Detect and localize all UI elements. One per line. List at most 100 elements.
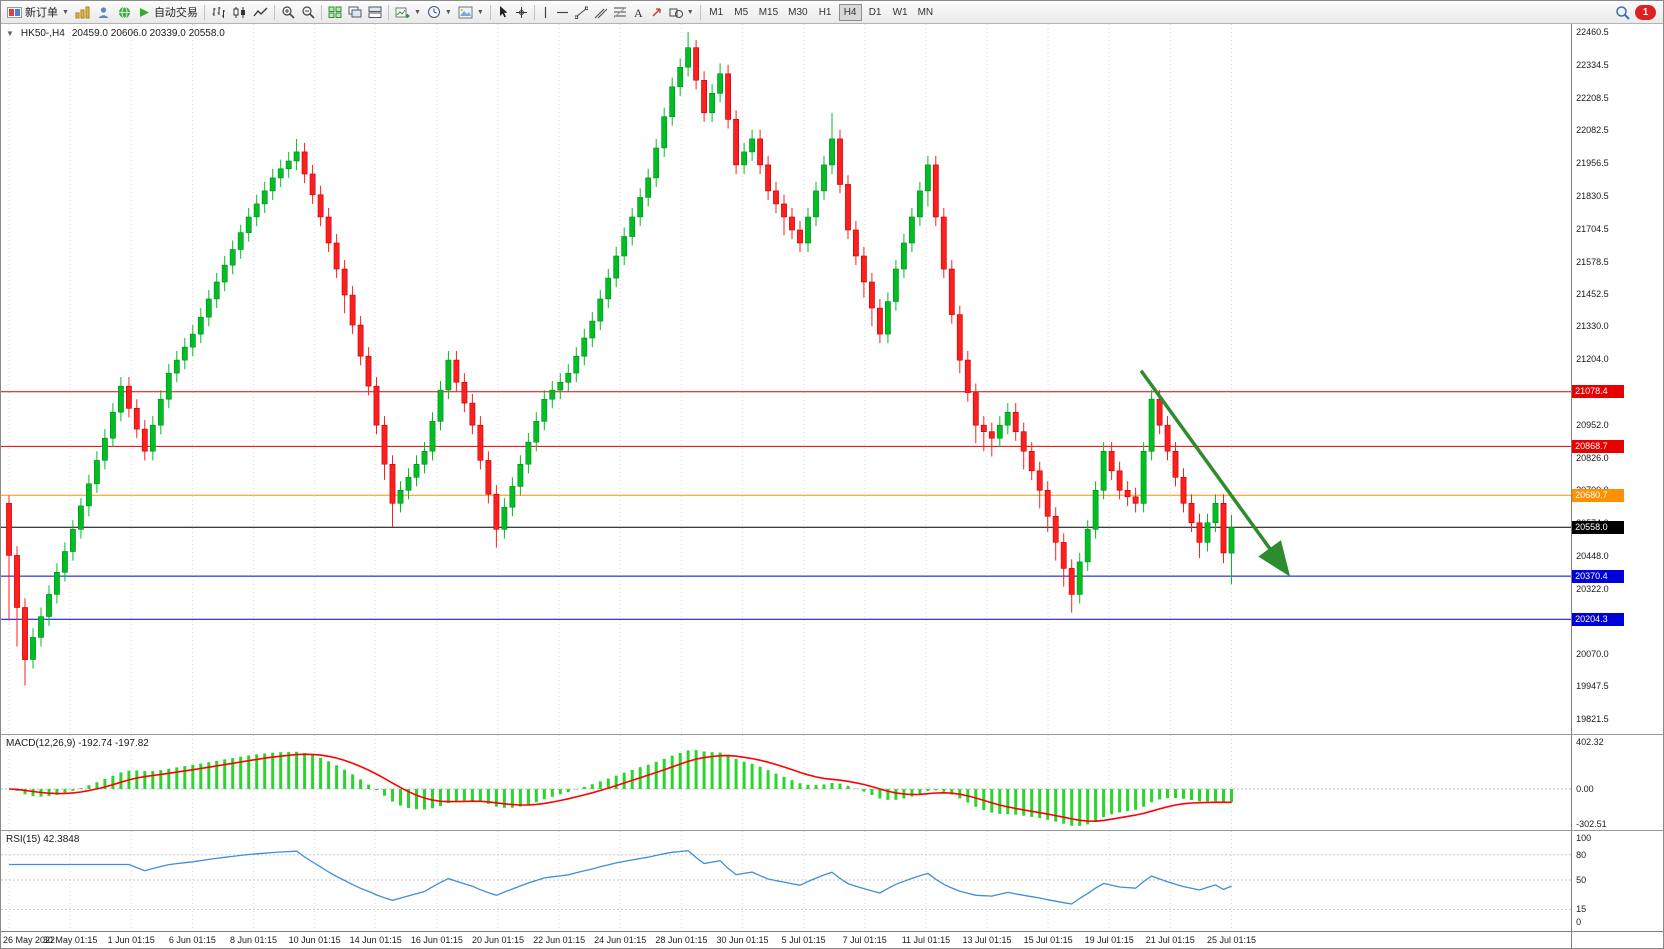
price-tick-label: 21204.0	[1576, 354, 1609, 365]
timeframe-D1[interactable]: D1	[864, 4, 887, 21]
time-axis-bar: 26 May 2022 30 May 01:15 1 Jun 01:15 6 Jun …	[1, 931, 1663, 948]
arrow-objects-icon	[652, 7, 661, 16]
rsi-line	[9, 850, 1232, 905]
template-icon	[458, 6, 473, 18]
timeframe-toolbar: M1 M5 M15 M30 H1 H4 D1 W1 MN	[704, 3, 938, 21]
templates-button[interactable]: ▼	[455, 2, 487, 22]
bar-chart-button[interactable]	[208, 2, 229, 22]
cursor-button[interactable]	[494, 2, 512, 22]
new-order-button[interactable]: 新订单 ▼	[4, 2, 72, 22]
price-axis[interactable]: 22460.5 22334.5 22208.5 22082.5 21956.5 21830…	[1571, 24, 1663, 734]
rsi-plot-svg	[1, 831, 1572, 931]
data-window-button[interactable]	[93, 2, 114, 22]
rsi-axis-label: 0	[1576, 917, 1582, 927]
trendline-button[interactable]	[572, 2, 591, 22]
macd-panel: MACD(12,26,9) -192.74 -197.82 402.32 0.00…	[1, 735, 1663, 831]
zoom-in-icon	[282, 6, 295, 19]
text-label-button[interactable]: A	[630, 2, 647, 22]
price-level-badge[interactable]: 20868.7	[1572, 439, 1625, 453]
time-axis[interactable]: 26 May 2022 30 May 01:15 1 Jun 01:15 6 Jun …	[1, 932, 1571, 948]
globe-icon	[118, 6, 130, 18]
macd-histogram	[15, 750, 1233, 826]
timeframe-M15[interactable]: M15	[755, 4, 782, 21]
search-icon[interactable]	[1615, 5, 1630, 20]
svg-text:A: A	[634, 6, 643, 19]
main-chart-plot[interactable]: ▼ HK50-,H4 20459.0 20606.0 20339.0 20558…	[1, 24, 1572, 734]
period-button[interactable]: ▼	[424, 2, 455, 22]
cursor-icon	[499, 6, 508, 18]
macd-signal-line	[8, 753, 1232, 823]
zoom-out-button[interactable]	[298, 2, 318, 22]
market-watch-button[interactable]	[72, 2, 93, 22]
line-chart-button[interactable]	[250, 2, 271, 22]
timeframe-MN[interactable]: MN	[914, 4, 938, 21]
price-level-badge[interactable]: 20558.0	[1572, 520, 1625, 534]
tile-windows-icon	[328, 6, 342, 18]
zoom-out-icon	[302, 6, 315, 19]
line-chart-icon	[253, 7, 268, 16]
arrows-button[interactable]	[647, 2, 666, 22]
community-button[interactable]	[114, 2, 135, 22]
clock-icon	[427, 6, 440, 18]
arrange-windows-button[interactable]	[365, 2, 385, 22]
autotrading-label: 自动交易	[153, 7, 198, 19]
toolbar-separator	[387, 4, 389, 20]
time-label: 15 Jul 01:15	[1023, 935, 1073, 945]
chevron-down-icon: ▼	[686, 8, 694, 16]
vertical-line-button[interactable]	[538, 2, 553, 22]
arrange-windows-icon	[368, 6, 382, 18]
notification-badge[interactable]: 1	[1635, 4, 1656, 20]
zoom-in-button[interactable]	[278, 2, 298, 22]
main-toolbar: 新订单 ▼ 自动交易	[1, 1, 1663, 24]
toolbar-separator	[533, 4, 535, 20]
horizontal-levels[interactable]	[1, 391, 1572, 620]
timeframe-M30[interactable]: M30	[784, 4, 811, 21]
fibonacci-button[interactable]	[610, 2, 630, 22]
price-level-badge[interactable]: 20370.4	[1572, 569, 1625, 583]
macd-axis-label: -302.51	[1576, 819, 1607, 829]
trend-arrow-annotation[interactable]	[1139, 369, 1291, 577]
rsi-plot[interactable]: RSI(15) 42.3848	[1, 831, 1572, 931]
rsi-panel: RSI(15) 42.3848 100 80 50 15 0	[1, 831, 1663, 931]
shapes-button[interactable]: ▼	[666, 2, 697, 22]
toolbar-separator	[203, 4, 205, 20]
candlestick-chart-button[interactable]	[229, 2, 250, 22]
timeframe-M1[interactable]: M1	[705, 4, 728, 21]
price-level-badge[interactable]: 20204.3	[1572, 612, 1625, 626]
timeframe-M5[interactable]: M5	[730, 4, 753, 21]
crosshair-icon	[515, 6, 527, 18]
new-chart-button[interactable]: ▼	[392, 2, 424, 22]
toolbar-separator	[320, 4, 322, 20]
autotrading-button[interactable]: 自动交易	[135, 2, 201, 22]
time-label: 7 Jul 01:15	[842, 935, 887, 945]
timeframe-H4[interactable]: H4	[838, 3, 862, 21]
horizontal-line-button[interactable]	[553, 2, 572, 22]
price-level-badge[interactable]: 20680.7	[1572, 488, 1625, 502]
timeframe-H1[interactable]: H1	[814, 4, 837, 21]
rsi-axis-label: 100	[1576, 833, 1592, 843]
tile-windows-button[interactable]	[325, 2, 345, 22]
new-order-label: 新订单	[25, 7, 58, 19]
time-label: 13 Jul 01:15	[962, 935, 1012, 945]
price-tick-label: 20448.0	[1576, 550, 1609, 561]
macd-axis[interactable]: 402.32 0.00 -302.51	[1571, 735, 1663, 830]
channel-button[interactable]	[591, 2, 610, 22]
timeframe-W1[interactable]: W1	[889, 4, 912, 21]
price-tick-label: 21452.5	[1576, 289, 1609, 300]
time-label: 24 Jun 01:15	[594, 935, 647, 945]
price-tick-label: 21956.5	[1576, 158, 1609, 169]
ohlc-readout: 20459.0 20606.0 20339.0 20558.0	[71, 28, 225, 39]
crosshair-button[interactable]	[512, 2, 531, 22]
channel-icon	[594, 8, 607, 18]
cascade-windows-button[interactable]	[345, 2, 365, 22]
market-watch-icon	[75, 6, 90, 18]
shapes-icon	[669, 8, 683, 18]
time-label: 21 Jul 01:15	[1145, 935, 1195, 945]
rsi-axis[interactable]: 100 80 50 15 0	[1571, 831, 1663, 931]
collapse-panel-icon[interactable]: ▼	[6, 29, 14, 38]
macd-plot[interactable]: MACD(12,26,9) -192.74 -197.82	[1, 735, 1572, 830]
price-level-badge[interactable]: 21078.4	[1572, 385, 1625, 399]
price-tick-label: 21704.5	[1576, 223, 1609, 234]
time-label: 6 Jun 01:15	[168, 935, 216, 945]
macd-label: MACD(12,26,9) -192.74 -197.82	[6, 738, 149, 749]
